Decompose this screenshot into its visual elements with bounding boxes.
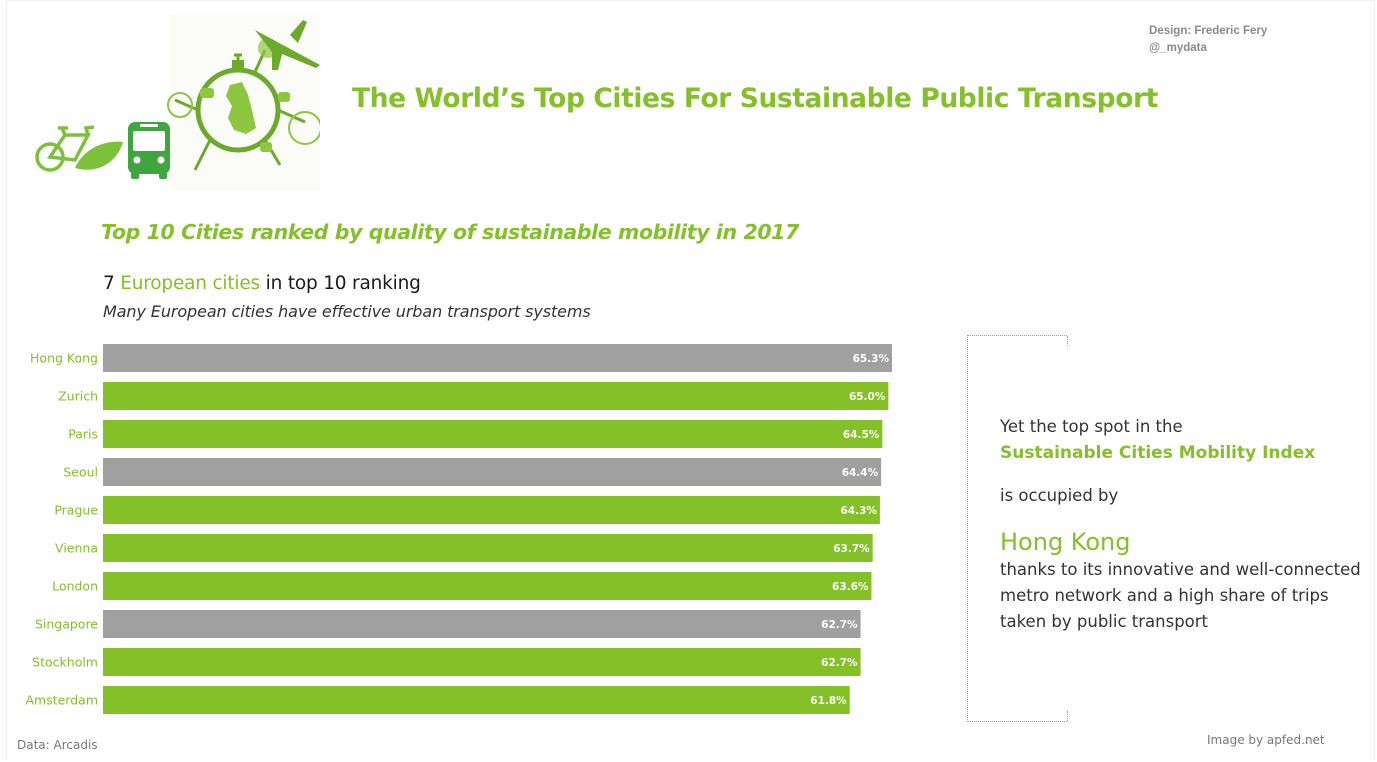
bar-singapore[interactable]: [103, 610, 861, 638]
headline-highlight: European cities: [120, 273, 260, 294]
category-label: Vienna: [55, 541, 98, 556]
category-label: London: [52, 579, 98, 594]
bicycle-recycle-icon: [35, 125, 95, 172]
dashboard-frame: [6, 0, 1375, 760]
bar-hong-kong[interactable]: [103, 344, 892, 372]
value-label: 62.7%: [821, 619, 858, 631]
chart-subtitle: Top 10 Cities ranked by quality of susta…: [101, 220, 799, 244]
category-label: Stockholm: [32, 655, 98, 670]
bar-paris[interactable]: [103, 420, 883, 448]
headline-suffix: in top 10 ranking: [260, 273, 421, 294]
callout-intro: Yet the top spot in the: [1000, 417, 1183, 436]
hero-illustration: [35, 15, 320, 190]
callout-panel: Yet the top spot in the Sustainable Citi…: [1000, 414, 1370, 635]
designer-name: Design: Frederic Fery: [1149, 25, 1268, 37]
callout-bracket: [967, 335, 1068, 722]
value-label: 63.7%: [833, 543, 870, 555]
value-label: 63.6%: [832, 581, 869, 593]
data-source: Data: Arcadis: [17, 738, 98, 752]
headline-prefix: 7: [103, 273, 121, 294]
bus-icon: [128, 122, 170, 179]
callout-occupied-by: is occupied by: [1000, 486, 1119, 505]
airplane-icon: [255, 20, 320, 70]
callout-city: Hong Kong: [1000, 528, 1131, 556]
bar-london[interactable]: [103, 572, 872, 600]
category-label: Amsterdam: [25, 693, 98, 708]
category-label: Hong Kong: [30, 351, 98, 366]
value-label: 62.7%: [821, 657, 858, 669]
tagline: Many European cities have effective urba…: [103, 302, 591, 321]
callout-index-name: Sustainable Cities Mobility Index: [1000, 443, 1316, 463]
value-label: 65.3%: [853, 353, 890, 365]
green-globe-illustration: [167, 15, 320, 190]
bar-chart: Hong Kong 65.3% Zurich 65.0% Paris 64.5% Seoul…: [25, 344, 892, 714]
bar-seoul[interactable]: [103, 458, 882, 486]
value-label: 64.5%: [843, 429, 880, 441]
design-credit: Design: Frederic Fery @_mydata: [1149, 23, 1267, 57]
category-label: Paris: [68, 427, 98, 442]
leaf-icon: [75, 141, 123, 170]
bar-prague[interactable]: [103, 496, 880, 524]
value-label: 65.0%: [849, 391, 886, 403]
category-label: Zurich: [58, 389, 98, 404]
value-label: 61.8%: [810, 695, 847, 707]
bar-stockholm[interactable]: [103, 648, 861, 676]
category-label: Seoul: [63, 465, 98, 480]
bar-amsterdam[interactable]: [103, 686, 850, 714]
value-label: 64.3%: [840, 505, 877, 517]
designer-handle: @_mydata: [1149, 42, 1207, 54]
headline: 7 European cities in top 10 ranking: [103, 273, 421, 294]
bar-vienna[interactable]: [103, 534, 873, 562]
value-label: 64.4%: [842, 467, 879, 479]
page-title: The World’s Top Cities For Sustainable P…: [352, 83, 1158, 114]
image-credit: Image by apfed.net: [1207, 733, 1325, 747]
category-label: Prague: [54, 503, 98, 518]
callout-description: thanks to its innovative and well-connec…: [1000, 560, 1361, 631]
category-label: Singapore: [35, 617, 98, 632]
bar-zurich[interactable]: [103, 382, 889, 410]
